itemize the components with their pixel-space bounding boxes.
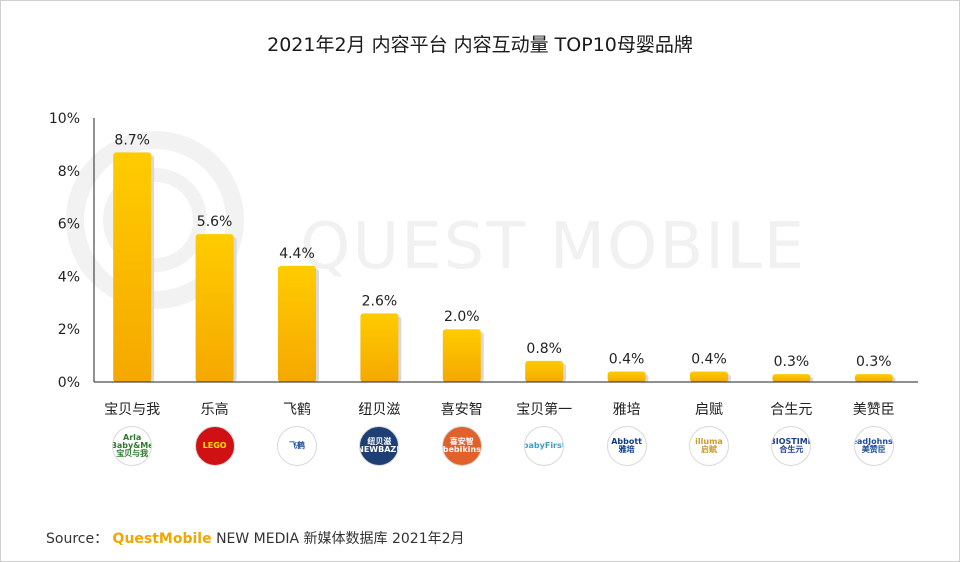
data-label: 0.3% <box>774 354 810 370</box>
data-label: 5.6% <box>197 214 233 230</box>
watermark-ring-icon <box>66 131 244 309</box>
source-brand: QuestMobile <box>112 531 212 547</box>
data-label: 2.0% <box>444 309 480 325</box>
lego-logo: LEGO <box>194 426 235 466</box>
source-rest: NEW MEDIA 新媒体数据库 2021年2月 <box>216 531 465 547</box>
data-label: 2.6% <box>362 293 398 309</box>
category-label: 美赞臣 <box>853 402 895 418</box>
category-label: 喜安智 <box>441 402 483 418</box>
category-label: 启赋 <box>695 402 723 418</box>
watermark: QUEST MOBILE <box>300 210 807 284</box>
y-tick-label: 0% <box>58 375 80 391</box>
bar <box>690 371 728 382</box>
chart-title: 2021年2月 内容平台 内容互动量 TOP10母婴品牌 <box>267 34 693 56</box>
bar <box>113 152 152 382</box>
data-label: 8.7% <box>114 132 150 148</box>
bar <box>360 313 399 382</box>
bar <box>854 374 893 382</box>
bar <box>278 265 316 382</box>
bar <box>195 234 234 382</box>
category-label: 乐高 <box>201 401 229 418</box>
bar-chart: 0% 2% 4% 6% 8% 10% 8.7% 5.6% 4.4% 2.6% 2.0% 0.8% 0.… <box>49 111 918 418</box>
newbaze-logo: 纽贝滋 NEWBAZE <box>359 426 400 466</box>
y-tick-label: 6% <box>58 217 80 233</box>
category-label: 纽贝滋 <box>358 402 400 418</box>
babyfirst-logo: babyFirst <box>524 426 565 466</box>
category-label: 宝贝第一 <box>516 401 572 418</box>
data-label: 0.3% <box>856 354 892 370</box>
biostime-logo: BIOSTIME 合生元 <box>771 426 812 466</box>
y-axis: 0% 2% 4% 6% 8% 10% <box>49 111 80 391</box>
arla-babyme-logo: Arla Baby&Me 宝贝与我 <box>112 426 153 466</box>
data-label: 0.8% <box>526 341 562 357</box>
y-tick-label: 4% <box>58 269 80 285</box>
x-axis: 宝贝与我 乐高 飞鹤 纽贝滋 喜安智 宝贝第一 雅培 启赋 合生元 美赞臣 <box>104 401 895 418</box>
category-label: 宝贝与我 <box>104 402 160 418</box>
category-label: 合生元 <box>770 402 812 418</box>
babikins-logo: 喜安智 bebikins <box>441 426 482 466</box>
bar <box>525 360 564 382</box>
data-labels: 8.7% 5.6% 4.4% 2.6% 2.0% 0.8% 0.4% 0.4% 0.3% 0.3% <box>114 132 891 370</box>
data-label: 0.4% <box>691 351 727 367</box>
data-label: 0.4% <box>609 351 645 367</box>
bars <box>113 152 896 382</box>
source-prefix: Source： <box>46 531 109 547</box>
illuma-logo: illuma 启赋 <box>689 426 729 466</box>
y-tick-label: 2% <box>58 322 80 338</box>
meadjohnson-logo: MeadJohnson 美赞臣 <box>853 426 894 466</box>
abbott-logo: Abbott 雅培 <box>606 426 647 466</box>
y-tick-label: 10% <box>49 111 80 127</box>
data-label: 4.4% <box>279 246 315 262</box>
bar <box>607 371 646 382</box>
feihe-logo: 飞鹤 <box>277 426 317 466</box>
bar <box>442 329 481 382</box>
bar <box>772 374 811 382</box>
source-note: Source： QuestMobile NEW MEDIA 新媒体数据库 202… <box>46 528 465 548</box>
category-label: 飞鹤 <box>283 402 311 418</box>
y-tick-label: 8% <box>58 164 80 180</box>
category-label: 雅培 <box>613 402 641 418</box>
